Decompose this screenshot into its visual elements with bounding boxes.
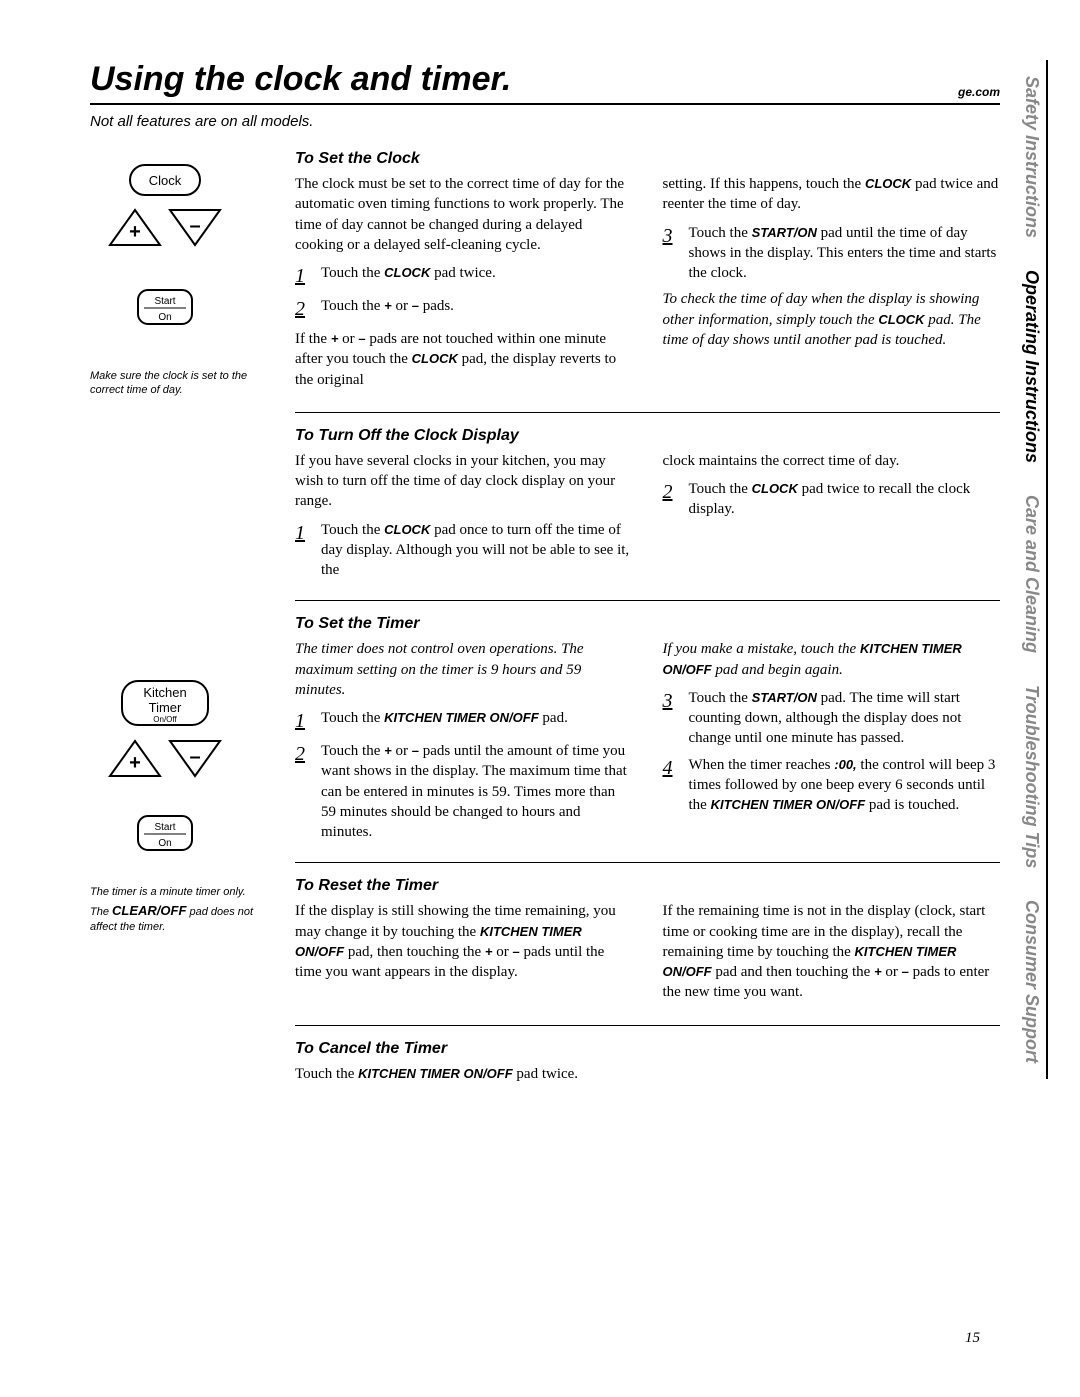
timer-diagram: Kitchen Timer On/Off + – Start On The ti… xyxy=(90,676,275,934)
body-text: clock maintains the correct time of day. xyxy=(663,451,1001,471)
timer-caption-2: The CLEAR/OFF pad does not affect the ti… xyxy=(90,903,275,934)
subtitle: Not all features are on all models. xyxy=(90,113,1000,130)
step-4: 4When the timer reaches :00, the control… xyxy=(663,755,1001,816)
section-title: To Cancel the Timer xyxy=(295,1040,1000,1058)
step-1: 1Touch the CLOCK pad once to turn off th… xyxy=(295,520,633,581)
body-text: Touch the KITCHEN TIMER ON/OFF pad twice… xyxy=(295,1064,633,1084)
svg-text:Kitchen: Kitchen xyxy=(143,685,186,700)
step-2: 2Touch the CLOCK pad twice to recall the… xyxy=(663,479,1001,520)
page-title: Using the clock and timer. xyxy=(90,60,511,99)
tab-consumer[interactable]: Consumer Support xyxy=(1016,884,1048,1079)
step-2: 2Touch the + or – pads. xyxy=(295,296,633,323)
body-text: The timer does not control oven operatio… xyxy=(295,639,633,700)
svg-text:–: – xyxy=(189,215,200,237)
section-settimer: To Set the Timer The timer does not cont… xyxy=(295,615,1000,863)
section-title: To Reset the Timer xyxy=(295,877,1000,895)
svg-text:On: On xyxy=(158,838,171,849)
tab-safety[interactable]: Safety Instructions xyxy=(1016,60,1048,254)
clock-caption: Make sure the clock is set to the correc… xyxy=(90,369,275,398)
step-1: 1Touch the KITCHEN TIMER ON/OFF pad. xyxy=(295,708,633,735)
section-turnoff: To Turn Off the Clock Display If you hav… xyxy=(295,427,1000,602)
section-title: To Set the Timer xyxy=(295,615,1000,633)
body-text: If the display is still showing the time… xyxy=(295,901,633,982)
body-text: If the remaining time is not in the disp… xyxy=(663,901,1001,1002)
section-cancel: To Cancel the Timer Touch the KITCHEN TI… xyxy=(295,1040,1000,1106)
section-title: To Turn Off the Clock Display xyxy=(295,427,1000,445)
svg-text:Start: Start xyxy=(154,296,175,307)
timer-caption-1: The timer is a minute timer only. xyxy=(90,885,275,899)
side-tabs: Safety Instructions Operating Instructio… xyxy=(1016,60,1048,1079)
svg-text:+: + xyxy=(129,221,141,243)
body-text: If the + or – pads are not touched withi… xyxy=(295,329,633,390)
body-text: To check the time of day when the displa… xyxy=(663,289,1001,350)
tab-troubleshooting[interactable]: Troubleshooting Tips xyxy=(1016,669,1048,884)
svg-text:Clock: Clock xyxy=(149,173,182,188)
section-reset: To Reset the Timer If the display is sti… xyxy=(295,877,1000,1025)
tab-care[interactable]: Care and Cleaning xyxy=(1016,479,1048,669)
tab-operating[interactable]: Operating Instructions xyxy=(1016,254,1048,479)
step-3: 3Touch the START/ON pad until the time o… xyxy=(663,223,1001,284)
body-text: setting. If this happens, touch the CLOC… xyxy=(663,174,1001,215)
page-header: Using the clock and timer. ge.com xyxy=(90,60,1000,105)
section-title: To Set the Clock xyxy=(295,150,1000,168)
right-column: To Set the Clock The clock must be set t… xyxy=(295,150,1000,1120)
section-setclock: To Set the Clock The clock must be set t… xyxy=(295,150,1000,413)
page-number: 15 xyxy=(965,1330,980,1347)
svg-text:+: + xyxy=(129,752,141,774)
clock-diagram: Clock + – Start On Make sure the clock i… xyxy=(90,160,275,398)
step-3: 3Touch the START/ON pad. The time will s… xyxy=(663,688,1001,749)
step-2: 2Touch the + or – pads until the amount … xyxy=(295,741,633,842)
body-text: If you have several clocks in your kitch… xyxy=(295,451,633,512)
svg-text:On: On xyxy=(158,312,171,323)
body-text: The clock must be set to the correct tim… xyxy=(295,174,633,255)
svg-text:On/Off: On/Off xyxy=(153,715,177,724)
step-1: 1Touch the CLOCK pad twice. xyxy=(295,263,633,290)
left-column: Clock + – Start On Make sure the clock i… xyxy=(90,150,275,1120)
svg-text:–: – xyxy=(189,746,200,768)
svg-text:Timer: Timer xyxy=(149,700,182,715)
body-text: If you make a mistake, touch the KITCHEN… xyxy=(663,639,1001,680)
site-url: ge.com xyxy=(958,85,1000,99)
svg-text:Start: Start xyxy=(154,822,175,833)
